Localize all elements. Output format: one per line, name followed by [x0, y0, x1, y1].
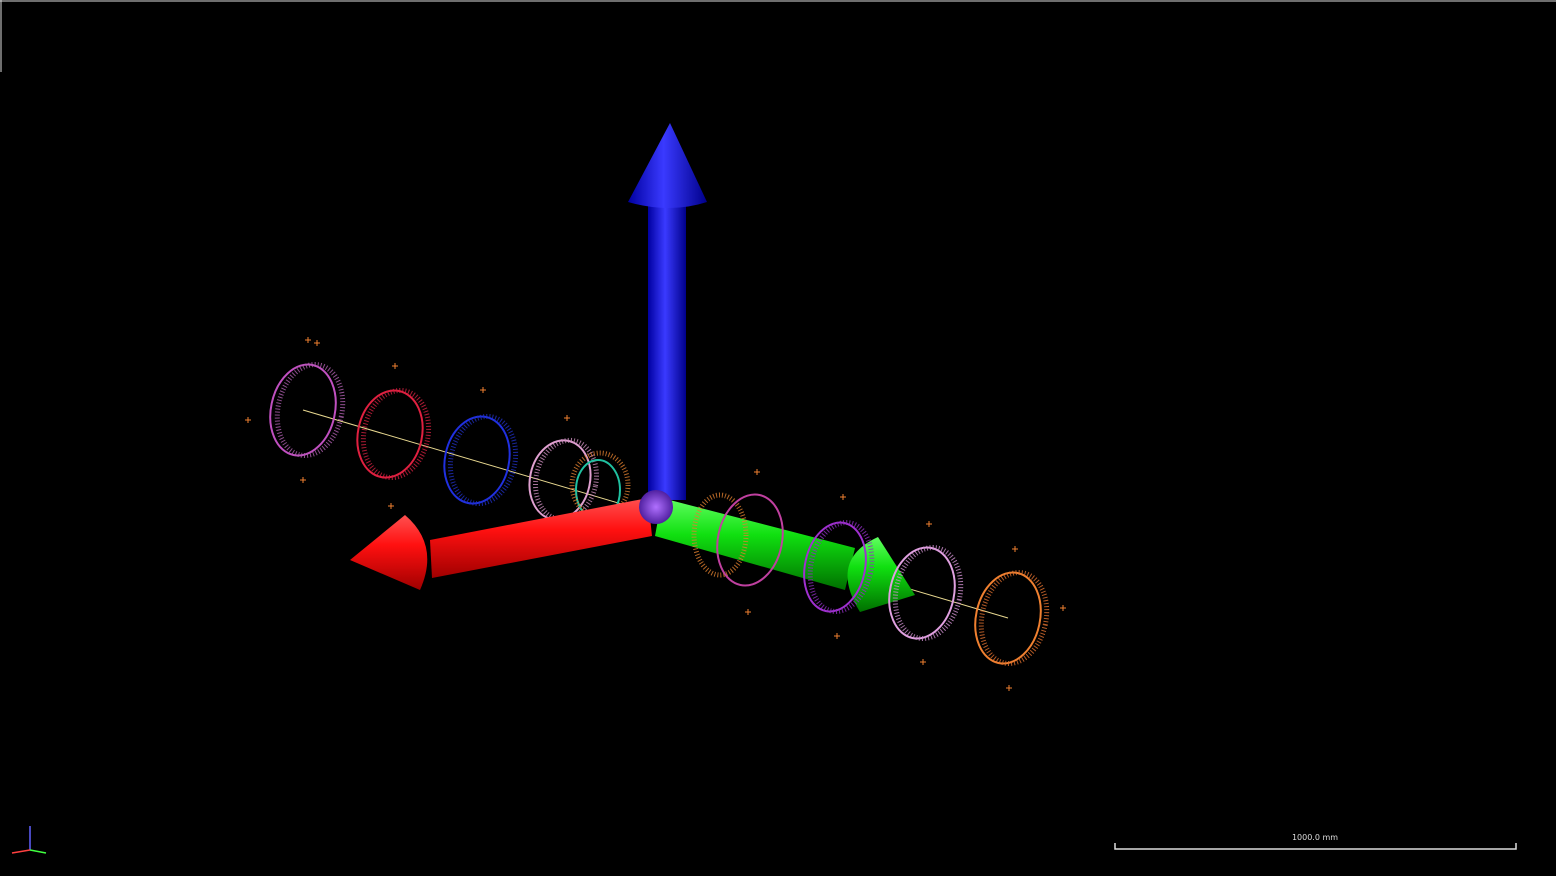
- ring: [691, 492, 749, 578]
- ring: [532, 437, 600, 523]
- scale-bar: 1000.0 mm: [1114, 833, 1517, 850]
- ring: [888, 546, 956, 640]
- y-cone: [847, 537, 915, 612]
- ring: [356, 389, 424, 479]
- scale-bar-line: [1114, 843, 1517, 850]
- z-cone: [628, 123, 707, 208]
- ring: [569, 450, 631, 520]
- ring: [447, 413, 519, 507]
- origin: [639, 490, 673, 524]
- ring: [803, 521, 867, 613]
- x-cone: [350, 515, 428, 590]
- ring: [807, 520, 875, 614]
- rings-back: [269, 362, 1009, 619]
- triad-y: [29, 849, 47, 854]
- ring: [716, 493, 784, 587]
- orientation-triad: [11, 826, 47, 854]
- ring: [978, 570, 1050, 666]
- z-shaft: [648, 200, 686, 500]
- ring: [274, 362, 346, 458]
- x-shaft: [430, 498, 652, 578]
- scale-bar-label: 1000.0 mm: [1292, 833, 1338, 842]
- rings-front: [691, 492, 1050, 666]
- ring: [360, 387, 432, 481]
- ring: [892, 545, 964, 641]
- ring: [974, 571, 1042, 665]
- z-axis-arrow: [628, 123, 707, 500]
- triad-x: [11, 849, 31, 854]
- ring: [443, 415, 511, 505]
- markers: [245, 337, 1066, 691]
- marker-crosses: [245, 337, 1066, 691]
- x-axis-arrow: [350, 498, 652, 590]
